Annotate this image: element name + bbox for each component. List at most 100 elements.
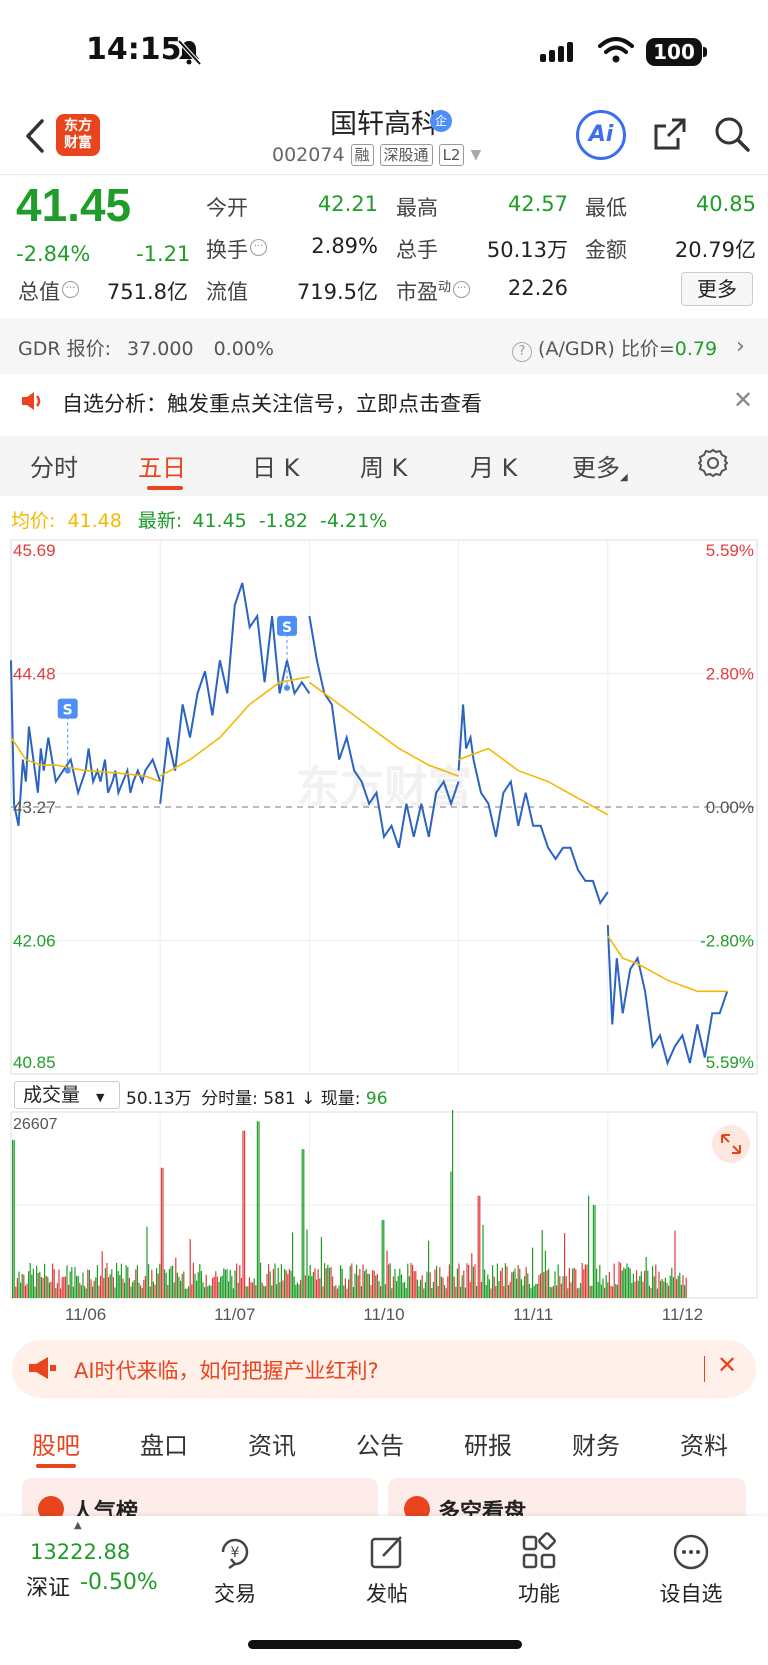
app-logo[interactable]: 东方 财富 <box>56 114 100 156</box>
volume-bar <box>615 1283 617 1298</box>
signal-badge <box>277 615 298 636</box>
latest-pct: -4.21% <box>320 510 388 532</box>
signal-dot <box>64 767 71 774</box>
volume-bar <box>312 1272 314 1298</box>
volume-bar <box>92 1286 94 1298</box>
last-price: 41.45 <box>16 179 132 231</box>
nav-add-watchlist[interactable]: 设自选 <box>646 1532 736 1608</box>
tab-financials[interactable]: 财务 <box>572 1432 620 1460</box>
more-fields-button[interactable]: 更多 <box>681 272 753 306</box>
volume-bar <box>412 1264 414 1298</box>
latest-label: 最新: <box>137 510 183 532</box>
volume-bar <box>252 1282 254 1298</box>
tab-intraday[interactable]: 分时 <box>30 454 78 482</box>
tab-five-day[interactable]: 五日 <box>138 454 186 482</box>
chevron-right-icon[interactable]: › <box>736 334 745 359</box>
volume-bar <box>652 1266 654 1298</box>
mktcap-label[interactable]: 总值 ··· <box>18 276 79 306</box>
pe-value: 22.26 <box>507 276 568 300</box>
tab-news[interactable]: 资讯 <box>248 1432 296 1460</box>
volume-bar <box>682 1275 684 1298</box>
volume-bar <box>570 1282 572 1298</box>
volume-bar <box>93 1280 95 1298</box>
volume-chart[interactable]: 26607 11/06 11/07 11/10 11/11 11/12 <box>0 1110 768 1336</box>
tab-announcements[interactable]: 公告 <box>356 1432 404 1460</box>
volume-bar <box>98 1285 100 1298</box>
close-icon[interactable]: ✕ <box>717 1351 738 1379</box>
five-day-price-chart[interactable]: 东方财富45.6944.4843.2742.0640.855.59%2.80%0… <box>0 538 768 1078</box>
battery-indicator: 100 <box>646 38 702 66</box>
volume-bar <box>352 1286 354 1298</box>
volume-bar <box>498 1281 500 1298</box>
nav-functions[interactable]: 功能 <box>494 1532 584 1608</box>
ai-promo-text[interactable]: AI时代来临，如何把握产业红利? <box>74 1359 379 1383</box>
turnover-label[interactable]: 换手 ··· <box>206 234 267 264</box>
index-name[interactable]: 深证 <box>26 1576 71 1601</box>
volume-bar <box>592 1205 594 1298</box>
volume-bar <box>240 1277 242 1298</box>
volume-bar <box>575 1269 577 1298</box>
tab-forum[interactable]: 股吧 <box>32 1432 80 1460</box>
nav-post[interactable]: 发帖 <box>342 1532 432 1608</box>
volume-bar <box>648 1285 650 1298</box>
volume-total: 50.13万 <box>126 1089 192 1109</box>
volume-bar <box>658 1271 660 1298</box>
ai-promo-banner[interactable] <box>12 1340 756 1398</box>
volume-bar <box>152 1281 154 1298</box>
volume-bar <box>37 1273 39 1298</box>
volume-bar <box>256 1121 258 1298</box>
bottom-tab-indicator <box>36 1464 76 1468</box>
volume-bar <box>143 1279 145 1298</box>
volume-bar <box>530 1288 532 1298</box>
volume-bar <box>108 1277 110 1298</box>
volume-bar <box>186 1288 188 1298</box>
share-icon[interactable] <box>650 114 690 154</box>
info-icon[interactable]: ··· <box>62 281 79 298</box>
volume-bar <box>279 1282 281 1298</box>
volume-bar <box>480 1281 482 1298</box>
volume-bar <box>103 1277 105 1298</box>
volume-bar <box>200 1271 202 1298</box>
pe-label[interactable]: 市盈动 ··· <box>396 276 471 306</box>
tab-order-book[interactable]: 盘口 <box>140 1432 188 1460</box>
volume-bar <box>271 1285 273 1298</box>
volume-bar <box>544 1250 546 1298</box>
volume-bar <box>668 1285 670 1298</box>
stock-code-row[interactable]: 002074 融 深股通 L2 ▼ <box>272 144 481 166</box>
volume-bar <box>164 1269 166 1298</box>
volume-bar <box>599 1264 601 1298</box>
alert-message[interactable]: 自选分析：触发重点关注信号，立即点击查看 <box>62 392 482 416</box>
volume-bar <box>466 1263 468 1298</box>
volume-bar <box>66 1265 68 1298</box>
tab-research[interactable]: 研报 <box>464 1432 512 1460</box>
close-icon[interactable]: ✕ <box>733 386 754 414</box>
volume-bar <box>600 1284 602 1298</box>
tab-monthly-k[interactable]: 月 K <box>470 454 518 482</box>
volume-bar <box>309 1265 311 1298</box>
volume-bar <box>63 1276 65 1298</box>
tab-weekly-k[interactable]: 周 K <box>360 454 408 482</box>
megaphone-icon <box>29 1357 56 1379</box>
volume-bar <box>656 1288 658 1298</box>
indicator-select[interactable]: 成交量 ▼ <box>14 1081 120 1109</box>
tab-daily-k[interactable]: 日 K <box>252 454 300 482</box>
info-icon[interactable]: ··· <box>250 239 267 256</box>
tab-more[interactable]: 更多◢ <box>572 448 628 483</box>
nav-trade[interactable]: ¥ 交易 <box>190 1532 280 1608</box>
help-icon[interactable]: ? <box>512 342 532 362</box>
info-icon[interactable]: ··· <box>453 281 471 298</box>
search-icon[interactable] <box>712 114 752 154</box>
bell-muted-icon <box>177 39 202 66</box>
index-value[interactable]: 13222.88 <box>30 1540 131 1564</box>
long-short-card[interactable] <box>388 1478 746 1518</box>
back-arrow-icon[interactable] <box>24 118 46 154</box>
volume-bar <box>434 1269 436 1298</box>
volume-bar <box>506 1266 508 1298</box>
tab-profile[interactable]: 资料 <box>680 1432 728 1460</box>
gdr-row[interactable] <box>0 318 768 374</box>
gear-icon[interactable] <box>698 448 728 478</box>
open-value: 42.21 <box>317 192 378 216</box>
ai-assistant-button[interactable]: Ai <box>576 110 626 160</box>
index-change[interactable]: -0.50% <box>80 1570 158 1595</box>
popularity-card[interactable] <box>22 1478 378 1518</box>
